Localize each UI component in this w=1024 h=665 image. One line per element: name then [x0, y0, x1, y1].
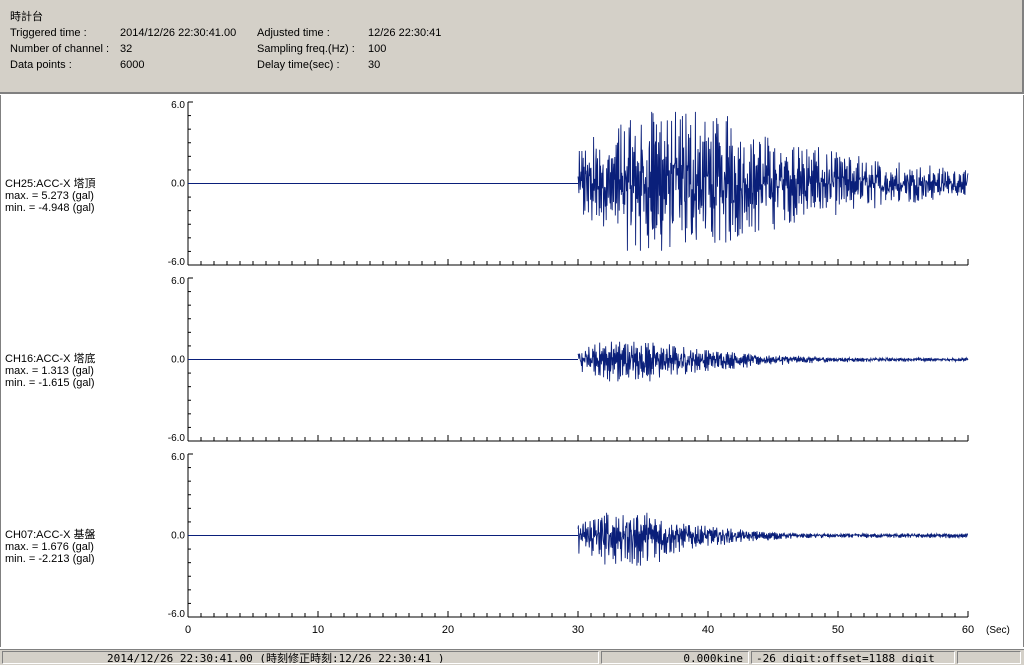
triggered-time-label: Triggered time :	[10, 27, 87, 39]
channel-3-max: max. = 1.676 (gal)	[5, 541, 94, 553]
y-tick-label: 0.0	[171, 179, 185, 190]
status-extra	[957, 651, 1021, 664]
y-tick-label: -6.0	[168, 433, 186, 444]
y-tick-label: 6.0	[171, 452, 185, 463]
waveform-plot-area: CH25:ACC-X 塔頂 max. = 5.273 (gal) min. = …	[0, 95, 1024, 647]
adjusted-time-label: Adjusted time :	[257, 27, 330, 39]
header-panel: 時計台 Triggered time : 2014/12/26 22:30:41…	[0, 0, 1024, 94]
x-tick-label: 0	[185, 624, 191, 636]
site-title: 時計台	[10, 11, 43, 23]
triggered-time-value: 2014/12/26 22:30:41.00	[120, 27, 237, 39]
y-tick-label: 6.0	[171, 276, 185, 287]
x-tick-label: 40	[702, 624, 714, 636]
waveform-series	[577, 512, 969, 566]
channel-2-min: min. = -1.615 (gal)	[5, 377, 95, 389]
channel-3-min: min. = -2.213 (gal)	[5, 553, 95, 565]
sampling-freq-label: Sampling freq.(Hz) :	[257, 43, 355, 55]
x-tick-label: 10	[312, 624, 324, 636]
channel-count-label: Number of channel :	[10, 43, 110, 55]
channel-1-name: CH25:ACC-X 塔頂	[5, 178, 96, 190]
status-time: 2014/12/26 22:30:41.00 (時刻修正時刻:12/26 22:…	[2, 651, 599, 664]
sampling-freq-value: 100	[368, 43, 387, 55]
channel-1-max: max. = 5.273 (gal)	[5, 190, 94, 202]
channel-2-max: max. = 1.313 (gal)	[5, 365, 94, 377]
channel-2-name: CH16:ACC-X 塔底	[5, 353, 96, 365]
y-tick-label: -6.0	[168, 609, 186, 620]
channel-count-value: 32	[120, 43, 133, 55]
status-offset: -26 digit:offset=1188 digit	[751, 651, 955, 664]
delay-time-label: Delay time(sec) :	[257, 59, 340, 71]
y-tick-label: 0.0	[171, 531, 185, 542]
x-tick-label: 20	[442, 624, 454, 636]
channel-3-name: CH07:ACC-X 基盤	[5, 529, 96, 541]
channel-1-min: min. = -4.948 (gal)	[5, 202, 95, 214]
y-tick-label: -6.0	[168, 257, 186, 268]
data-points-value: 6000	[120, 59, 145, 71]
x-tick-label: 30	[572, 624, 584, 636]
y-tick-label: 6.0	[171, 100, 185, 111]
status-velocity: 0.000kine	[601, 651, 749, 664]
x-tick-label: 60	[962, 624, 974, 636]
adjusted-time-value: 12/26 22:30:41	[368, 27, 442, 39]
x-tick-label: 50	[832, 624, 844, 636]
data-points-label: Data points :	[10, 59, 72, 71]
y-tick-label: 0.0	[171, 355, 185, 366]
status-bar: 2014/12/26 22:30:41.00 (時刻修正時刻:12/26 22:…	[0, 649, 1024, 665]
waveform-series	[577, 111, 969, 251]
waveform-series	[577, 341, 969, 382]
x-axis-unit: (Sec)	[986, 625, 1010, 636]
waveform-chart: 6.0 0.0 -6.0 6.0 0.0 -6.0 6.0 0.0 -6.0 0 10 20 30 40 5…	[168, 100, 1010, 636]
delay-time-value: 30	[368, 59, 381, 71]
